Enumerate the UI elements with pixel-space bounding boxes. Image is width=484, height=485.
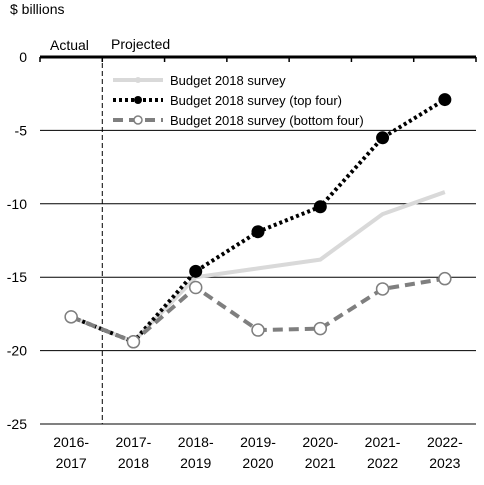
data-point <box>313 321 328 336</box>
x-tick-label: 2020 <box>242 455 273 471</box>
x-tick-label: 2020- <box>302 434 338 450</box>
data-point <box>126 335 141 349</box>
data-point <box>376 131 390 145</box>
x-tick-label: 2021- <box>365 434 401 450</box>
y-tick-label: -15 <box>7 269 27 285</box>
x-tick-label: 2018 <box>118 455 149 471</box>
legend: Budget 2018 survey Budget 2018 survey (to… <box>113 73 364 128</box>
data-point <box>375 282 390 296</box>
x-tick-label: 2023 <box>429 455 460 471</box>
y-tick-label: -20 <box>7 343 27 359</box>
x-tick-label: 2021 <box>305 455 336 471</box>
data-point <box>189 264 203 278</box>
y-tick-label: -25 <box>7 416 27 432</box>
y-axis-tick-labels: 0 -5 -10 -15 -20 -25 <box>7 49 27 432</box>
actual-region-label: Actual <box>50 37 89 53</box>
legend-item: Budget 2018 survey <box>113 73 286 88</box>
series-2 <box>64 93 452 349</box>
legend-marker <box>133 115 143 125</box>
x-tick-label: 2019 <box>180 455 211 471</box>
y-tick-label: -10 <box>7 196 27 212</box>
x-tick-label: 2018- <box>178 434 214 450</box>
series-3 <box>64 271 452 349</box>
legend-marker <box>135 77 141 83</box>
data-point <box>251 225 265 239</box>
data-point <box>188 280 203 295</box>
legend-label: Budget 2018 survey (bottom four) <box>170 113 364 128</box>
series-1 <box>70 190 446 344</box>
x-tick-label: 2022- <box>427 434 463 450</box>
legend-label: Budget 2018 survey (top four) <box>170 93 342 108</box>
projected-region-label: Projected <box>111 36 170 52</box>
x-tick-label: 2019- <box>240 434 276 450</box>
gridlines <box>40 129 476 425</box>
x-tick-label: 2017- <box>116 434 152 450</box>
data-point <box>64 310 78 324</box>
x-axis: 2016- 2017 2017- 2018 2018- 2019 2019- 2020 2020… <box>39 55 477 471</box>
x-tick-label: 2017 <box>56 455 87 471</box>
data-point <box>251 323 265 337</box>
y-tick-label: -5 <box>15 122 28 138</box>
y-tick-label: 0 <box>19 49 27 65</box>
y-axis-unit-label: $ billions <box>10 1 64 17</box>
series-line <box>70 190 446 344</box>
series-lines <box>64 93 452 349</box>
data-point <box>313 200 327 214</box>
data-point <box>438 93 452 107</box>
legend-item: Budget 2018 survey (top four) <box>113 93 342 108</box>
legend-item: Budget 2018 survey (bottom four) <box>113 113 364 128</box>
x-tick-label: 2022 <box>367 455 398 471</box>
legend-label: Budget 2018 survey <box>170 73 286 88</box>
x-tick-label: 2016- <box>53 434 89 450</box>
legend-marker <box>134 96 142 104</box>
data-point <box>438 271 452 286</box>
